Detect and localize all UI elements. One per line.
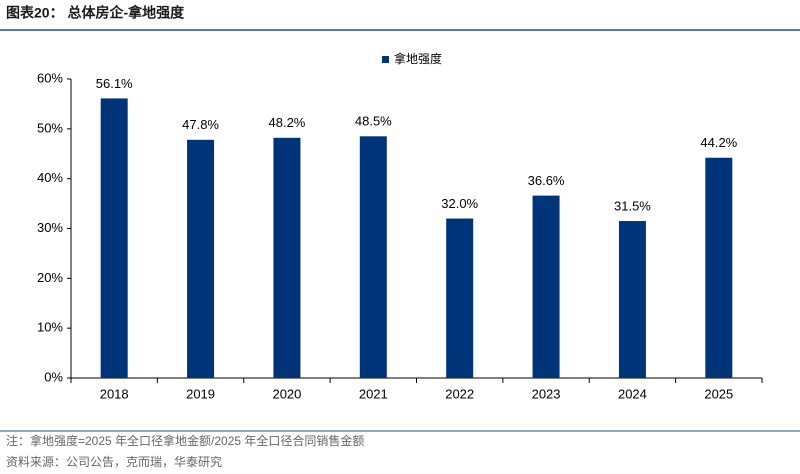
data-label: 56.1% [96,76,133,91]
y-tick-label: 50% [37,120,63,135]
bar [532,195,560,378]
data-label: 32.0% [441,196,478,211]
legend-label: 拿地强度 [394,51,442,66]
y-tick-label: 0% [44,369,63,384]
y-tick-label: 40% [37,170,63,185]
data-label: 31.5% [614,198,651,213]
bar [100,98,128,378]
y-tick-label: 60% [37,70,63,85]
data-label: 36.6% [528,173,565,188]
data-label: 48.5% [355,114,392,129]
x-tick-label: 2021 [359,386,388,401]
chart-title: 图表20： 总体房企-拿地强度 [6,5,185,21]
legend-swatch [382,56,389,63]
y-tick-label: 20% [37,270,63,285]
x-tick-label: 2018 [100,386,129,401]
x-tick-label: 2023 [532,386,561,401]
bar [187,139,215,378]
data-label: 47.8% [182,117,219,132]
bar [359,136,387,378]
source: 资料来源：公司公告，克而瑞，华泰研究 [6,454,222,469]
bar [273,137,301,378]
x-tick-label: 2024 [618,386,647,401]
bar [446,218,474,378]
x-tick-label: 2022 [445,386,474,401]
data-label: 48.2% [269,115,306,130]
note: 注：拿地强度=2025 年全口径拿地金额/2025 年全口径合同销售金额 [6,433,364,448]
data-label: 44.2% [700,135,737,150]
x-tick-label: 2019 [186,386,215,401]
y-tick-label: 10% [37,320,63,335]
y-tick-label: 30% [37,220,63,235]
x-tick-label: 2025 [704,386,733,401]
bar [705,157,733,378]
bar [618,221,646,378]
x-tick-label: 2020 [272,386,301,401]
